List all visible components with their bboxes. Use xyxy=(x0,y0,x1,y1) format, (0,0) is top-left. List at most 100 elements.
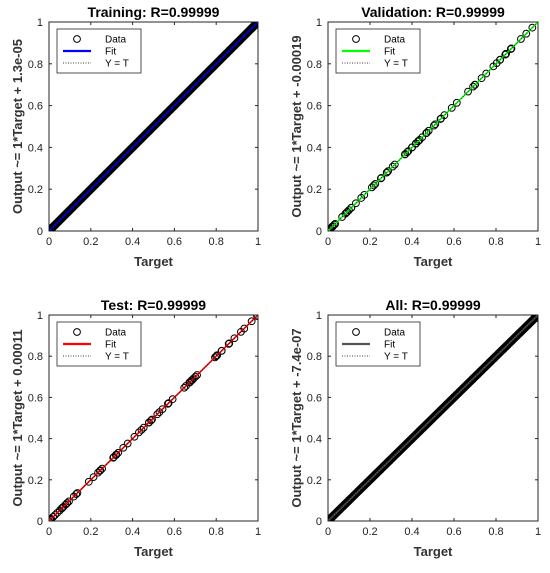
x-tick-label: 0.8 xyxy=(488,526,503,538)
legend-label: Y = T xyxy=(384,59,408,70)
x-tick-label: 0.4 xyxy=(125,526,140,538)
data-point xyxy=(411,139,420,148)
data-point xyxy=(422,128,431,137)
y-axis-label: Output ~= 1*Target + 1.3e-05 xyxy=(10,39,25,214)
legend-label: Fit xyxy=(384,47,395,58)
data-layer xyxy=(49,22,258,231)
data-point xyxy=(217,346,226,355)
y-tick-label: 0.2 xyxy=(28,475,43,487)
data-point xyxy=(253,22,258,27)
data-point xyxy=(168,395,177,404)
data-point xyxy=(139,423,148,432)
data-point xyxy=(357,194,366,202)
x-tick-label: 0.2 xyxy=(362,526,377,538)
data-layer xyxy=(328,315,538,521)
legend-label: Y = T xyxy=(384,352,408,363)
data-point xyxy=(96,466,105,475)
data-point xyxy=(147,416,155,425)
data-point xyxy=(180,383,189,392)
legend-label: Data xyxy=(105,328,127,339)
y-tick-label: 0.8 xyxy=(28,59,43,71)
data-point xyxy=(424,126,433,135)
data-point xyxy=(253,315,258,320)
data-point xyxy=(63,499,72,507)
data-point xyxy=(130,432,139,441)
data-point xyxy=(61,500,70,509)
data-point xyxy=(464,87,472,96)
y-tick-label: 0.8 xyxy=(28,351,43,363)
y-tick-label: 0 xyxy=(316,226,322,238)
data-point xyxy=(384,167,393,176)
data-point xyxy=(492,59,501,68)
x-tick-label: 0.2 xyxy=(362,236,377,248)
data-point xyxy=(371,180,380,188)
data-point xyxy=(191,372,200,381)
data-point xyxy=(73,489,82,497)
y-tick-label: 0.4 xyxy=(307,142,322,154)
legend-marker-data xyxy=(73,35,81,43)
legend-marker-data xyxy=(352,35,360,43)
data-point xyxy=(186,377,195,386)
data-point xyxy=(418,133,427,142)
data-point xyxy=(447,103,456,112)
data-point xyxy=(501,50,510,59)
data-point xyxy=(531,315,538,322)
legend-label: Fit xyxy=(105,47,116,58)
legend-marker-data xyxy=(352,328,360,336)
data-point xyxy=(145,418,153,427)
y-tick-label: 0.4 xyxy=(307,434,322,446)
y-tick-label: 0 xyxy=(37,226,43,238)
data-point xyxy=(341,209,350,218)
data-point xyxy=(533,315,538,320)
identity-line xyxy=(49,22,258,231)
x-tick-label: 0.6 xyxy=(167,236,182,248)
y-tick-label: 1 xyxy=(37,17,43,29)
data-point xyxy=(477,74,486,83)
data-point xyxy=(469,82,477,91)
y-tick-label: 1 xyxy=(316,310,322,322)
data-point xyxy=(49,515,55,521)
panel-title: Test: R=0.99999 xyxy=(101,297,206,313)
x-tick-label: 1 xyxy=(255,526,261,538)
data-point xyxy=(522,29,531,38)
y-tick-label: 0.4 xyxy=(28,434,43,446)
data-point xyxy=(49,512,58,521)
data-point xyxy=(51,511,59,519)
legend-label: Fit xyxy=(105,340,116,351)
y-tick-label: 0.8 xyxy=(307,59,322,71)
y-axis-label: Output ~= 1*Target + 0.00011 xyxy=(10,329,25,506)
y-tick-label: 0.4 xyxy=(28,142,43,154)
fit-line xyxy=(49,315,258,521)
data-point xyxy=(211,353,219,362)
data-point xyxy=(72,490,81,499)
y-tick-label: 0.6 xyxy=(28,392,43,404)
legend-label: Y = T xyxy=(105,59,129,70)
data-point xyxy=(164,399,172,408)
data-point xyxy=(343,207,352,216)
data-point xyxy=(431,120,440,129)
regression-panel-3: 0 0.2 0.4 0.6 0.8 1 0 0.2 0.4 0.6 0.8 1 Test: R=0.99… xyxy=(10,297,261,559)
data-point xyxy=(328,227,332,231)
x-tick-label: 0.8 xyxy=(209,236,224,248)
data-point xyxy=(111,451,120,460)
data-point xyxy=(430,121,438,130)
x-tick-label: 0.8 xyxy=(488,236,503,248)
data-point xyxy=(182,382,190,390)
data-point xyxy=(137,425,146,434)
data-point xyxy=(440,111,449,120)
identity-line xyxy=(328,22,538,231)
data-point xyxy=(352,199,360,208)
y-axis-label: Output ~= 1*Target + -0.00019 xyxy=(289,35,304,217)
data-point xyxy=(98,464,107,473)
y-tick-label: 0.6 xyxy=(307,392,322,404)
data-point xyxy=(119,443,128,452)
y-tick-label: 1 xyxy=(316,17,322,29)
x-tick-label: 0 xyxy=(325,526,331,538)
data-point xyxy=(328,225,334,231)
data-point xyxy=(84,477,93,486)
